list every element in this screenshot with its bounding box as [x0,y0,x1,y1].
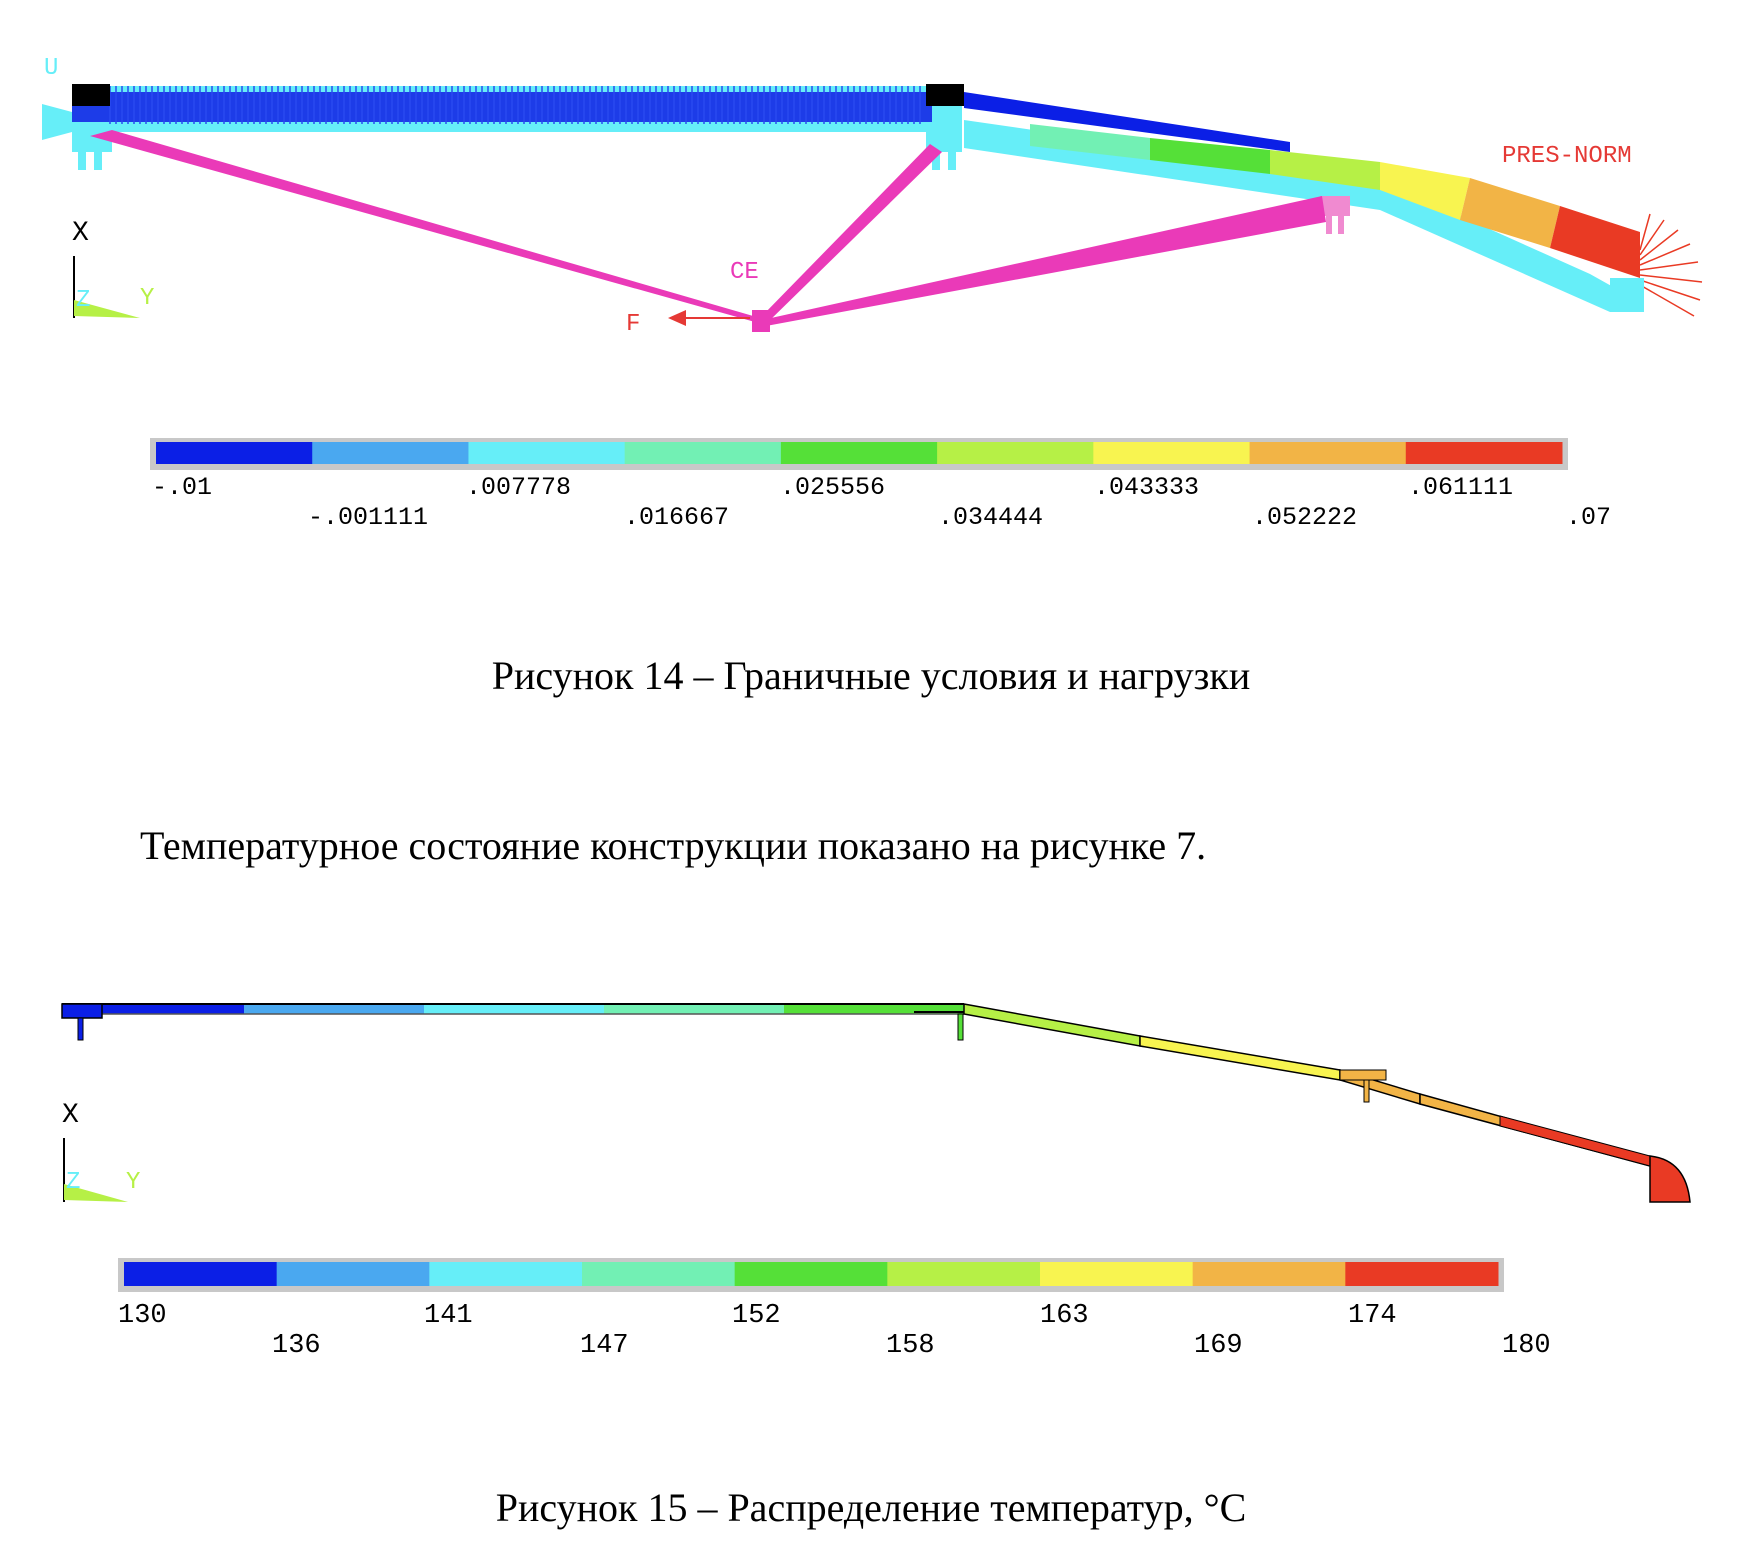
legend-label: -.01 [152,473,212,502]
legend-swatch [937,442,1094,464]
right-flange [1339,1069,1387,1081]
legend-swatches [156,442,1563,464]
left-arrow-constraint [42,104,72,140]
legend-label: 130 [118,1301,167,1331]
supports [72,132,1350,234]
shell-seg-1 [1030,124,1150,160]
shell-seg-a [963,1003,1141,1047]
legend-top-labels: -.01 .007778 .025556 .043333 .061111 [152,473,1513,502]
legend-swatch [1040,1262,1194,1286]
legend-label: 147 [580,1331,629,1361]
axis-y-label: Y [126,1169,140,1196]
legend-label: 163 [1040,1301,1089,1331]
figure-14-caption: Рисунок 14 – Граничные условия и нагрузк… [491,653,1251,698]
legend-label: .061111 [1408,473,1513,502]
legend-swatch [624,442,782,464]
legend-label: .025556 [780,473,885,502]
legend-swatch [276,1262,430,1286]
left-flange [61,1003,103,1019]
beam-hatching [109,86,921,124]
axis-y-wedge [64,1184,128,1202]
figure-15-caption: Рисунок 15 – Распределение температур, °… [495,1485,1247,1530]
legend-label: 174 [1348,1301,1397,1331]
beam-temperature-segments [62,1004,964,1014]
sloped-top-blue [964,92,1290,152]
axis-z-label: Z [66,1169,80,1196]
beam-right-block [926,84,964,106]
legend-swatch [780,442,938,464]
shell-seg-e [1499,1115,1651,1167]
legend-label: .007778 [466,473,571,502]
legend-swatch [312,442,469,464]
figure-15-temperature: X Z Y 130 141 152 163 174 136 147 158 16… [61,1003,1691,1361]
legend-top-labels: 130 141 152 163 174 [118,1301,1397,1331]
legend-swatch [887,1262,1041,1286]
u-label: U [44,55,58,82]
shell-seg-6 [1550,206,1640,278]
legend-swatch [1249,442,1407,464]
legend-swatch [1192,1262,1346,1286]
shell-seg-2 [1150,138,1270,174]
legend-swatch [582,1262,736,1286]
legend-swatch [468,442,626,464]
legend-label: 180 [1502,1331,1551,1361]
legend-swatch [156,442,313,464]
legend-label: 141 [424,1301,473,1331]
right-rib [1363,1079,1370,1103]
axis-x-label: X [72,218,89,249]
shell-seg-5 [1460,178,1560,248]
legend-label: .052222 [1252,503,1357,532]
legend-label: 136 [272,1331,321,1361]
legend-swatch [1093,442,1251,464]
axis-y-label: Y [140,285,154,312]
pres-norm-label: PRES-NORM [1502,143,1632,170]
legend-label: 169 [1194,1331,1243,1361]
struts [90,130,1326,326]
body-paragraph: Температурное состояние конструкции пока… [140,823,1207,868]
legend-swatch [429,1262,583,1286]
shell-seg-4 [1380,162,1470,220]
shell-seg-b [1139,1035,1341,1081]
axis-y-wedge [74,300,140,318]
legend-label: .043333 [1094,473,1199,502]
left-rib [77,1017,84,1041]
legend-swatch [1405,442,1563,464]
end-support [1610,278,1644,312]
axis-x-label: X [62,1100,79,1131]
legend-swatches [124,1262,1499,1286]
beam-stripe [72,92,932,122]
mid-rib [957,1013,964,1041]
legend-label: 152 [732,1301,781,1331]
legend-label: -.001111 [308,503,428,532]
beam-left-block [72,84,110,106]
force-arrowhead [668,310,686,326]
figure-14-boundary-conditions: U X Z Y CE F PRES-NORM -.01 .007778 .025… [42,55,1703,532]
legend-swatch [124,1262,278,1286]
legend-swatch [1345,1262,1499,1286]
ce-node [752,310,770,332]
legend-label: .07 [1566,503,1611,532]
shell-seg-3 [1270,150,1380,190]
end-cap [1649,1155,1691,1203]
legend-label: 158 [886,1331,935,1361]
sloped-shell-cyan [964,120,1640,312]
legend-label: .016667 [624,503,729,532]
f-label: F [626,311,640,338]
legend-bottom-labels: 136 147 158 169 180 [272,1331,1551,1361]
axis-z-label: Z [76,287,90,314]
legend-swatch [734,1262,888,1286]
pressure-rays [1639,213,1703,317]
legend-label: .034444 [938,503,1043,532]
ce-label: CE [730,259,759,286]
legend-bottom-labels: -.001111 .016667 .034444 .052222 .07 [308,503,1611,532]
